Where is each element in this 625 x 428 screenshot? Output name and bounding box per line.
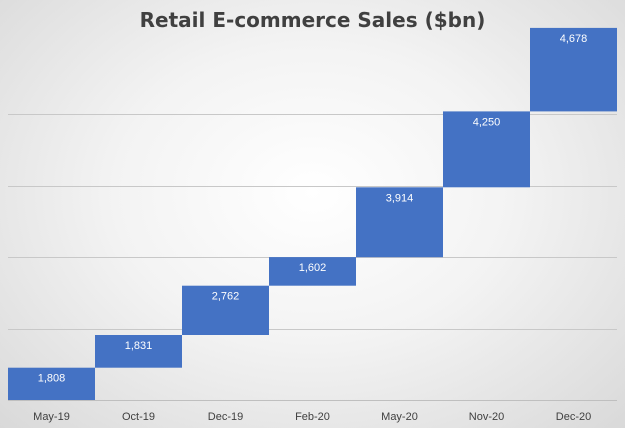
x-tick-label: Nov-20 [469,411,504,423]
data-label: 1,808 [38,373,66,385]
x-tick-labels: May-19 Oct-19 Dec-19 Feb-20 May-20 Nov-20 Dec-… [33,411,591,423]
x-tick-label: Oct-19 [122,411,155,423]
bar-may-20 [356,187,443,258]
x-tick-label: Dec-20 [556,411,591,423]
bar-dec-19 [182,285,269,335]
data-label: 4,250 [473,116,501,128]
x-tick-label: Feb-20 [295,411,330,423]
data-label: 1,831 [125,340,153,352]
data-label: 4,678 [560,33,588,45]
bars [8,27,617,400]
chart-title: Retail E-commerce Sales ($bn) [139,8,486,32]
bar-may-19 [8,367,95,400]
bar-feb-20 [269,257,356,286]
data-label: 3,914 [386,192,414,204]
data-labels: 1,808 1,831 2,762 1,602 3,914 4,250 4,678 [38,33,588,385]
bar-oct-19 [95,335,182,368]
x-tick-label: May-20 [381,411,418,423]
data-label: 1,602 [299,262,327,274]
bar-dec-20 [530,27,617,112]
x-tick-label: May-19 [33,411,70,423]
x-tick-label: Dec-19 [208,411,243,423]
data-label: 2,762 [212,291,240,303]
bar-nov-20 [443,111,530,188]
